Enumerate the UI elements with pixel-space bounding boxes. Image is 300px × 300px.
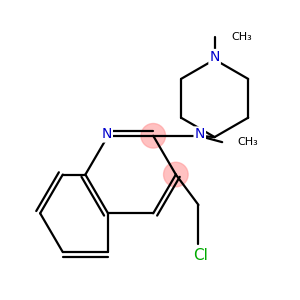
Text: CH₃: CH₃: [238, 137, 258, 147]
Text: Cl: Cl: [194, 248, 208, 263]
Text: CH₃: CH₃: [231, 32, 252, 42]
Circle shape: [141, 124, 166, 148]
Text: N: N: [209, 50, 220, 64]
Text: N: N: [195, 128, 205, 142]
Circle shape: [164, 162, 188, 187]
Text: N: N: [101, 128, 112, 142]
